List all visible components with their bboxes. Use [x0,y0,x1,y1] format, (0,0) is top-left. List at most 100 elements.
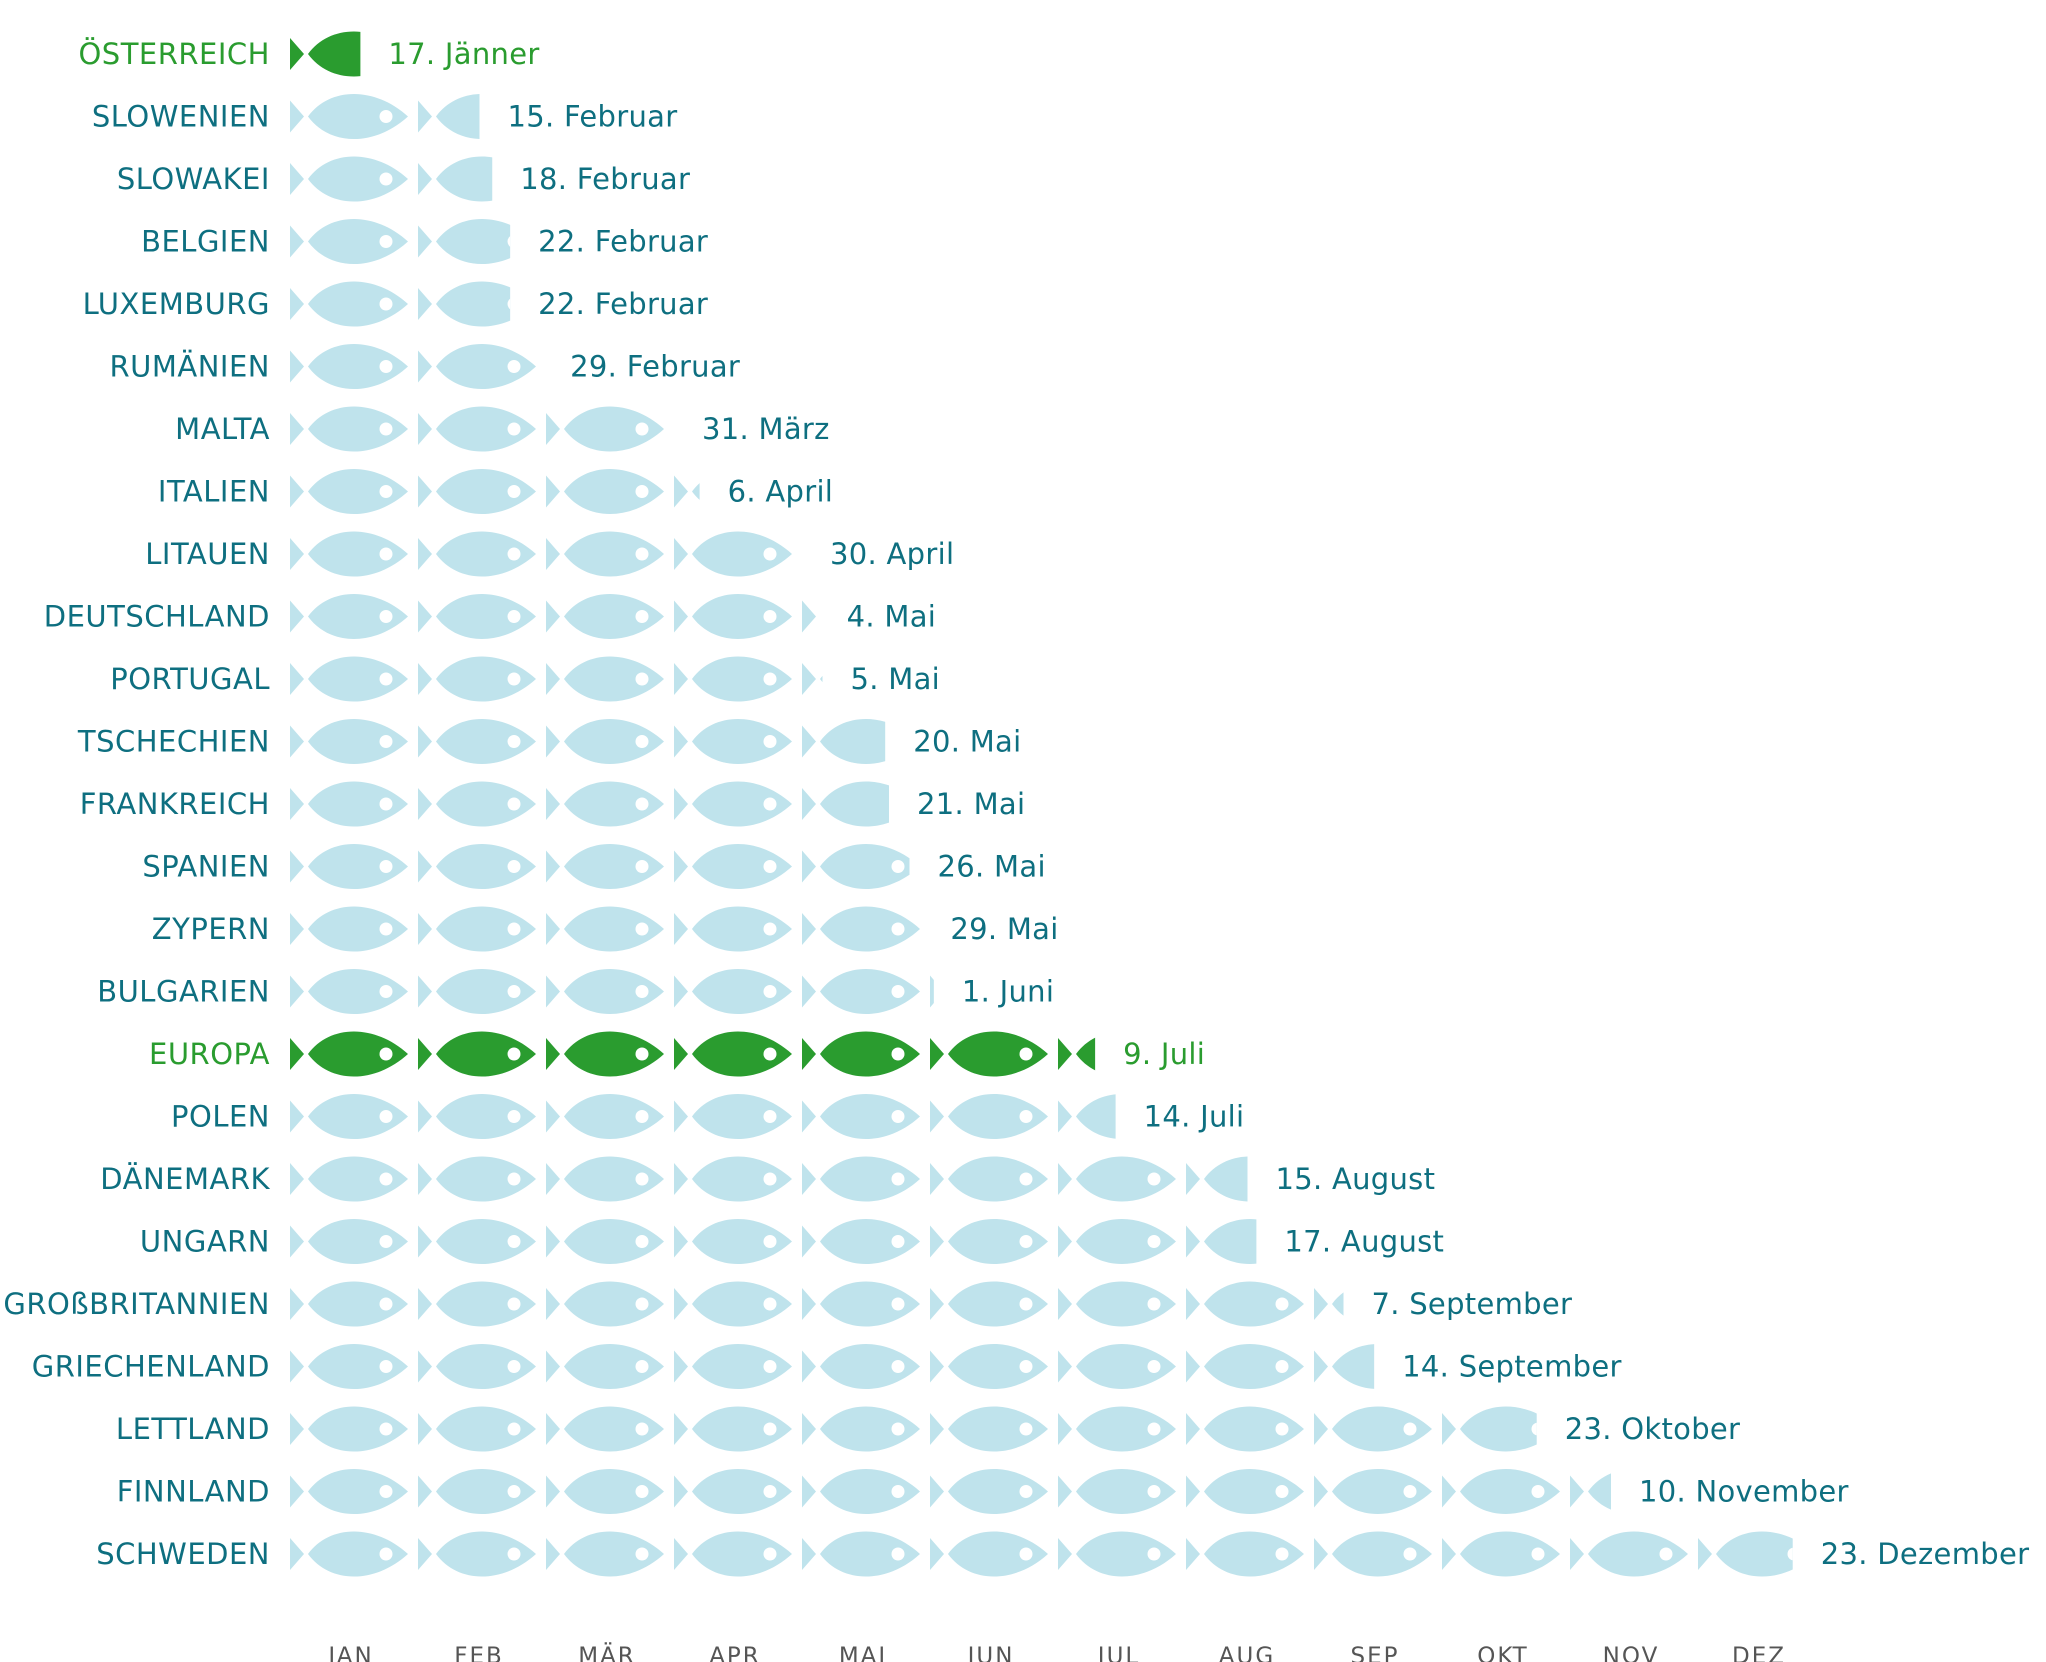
fish-icon [674,906,792,952]
chart-row: TSCHECHIEN 20. Mai [77,719,1021,764]
country-label: DEUTSCHLAND [44,600,270,634]
fish-icon [674,1406,792,1452]
date-label: 6. April [728,475,834,509]
chart-row: LUXEMBURG 22. Februar [83,281,708,327]
country-label: SLOWAKEI [117,162,270,196]
fish-icon [802,781,890,827]
country-label: DÄNEMARK [100,1162,270,1196]
fish-icon [290,844,408,889]
month-tick-label: APR [709,1644,761,1662]
country-label: SCHWEDEN [96,1537,270,1571]
fish-icon [418,719,536,764]
fish-icon [802,600,816,633]
chart-row: LITAUEN 30. April [145,531,954,577]
fish-icon [674,1344,792,1389]
fish-icon [290,1344,408,1389]
fish-icon [1186,1531,1304,1577]
fish-icon [802,1406,920,1452]
date-label: 9. Juli [1123,1037,1205,1071]
fish-icon [418,1094,536,1139]
fish-bar [290,1469,1611,1514]
fish-icon [674,1281,792,1327]
country-label: ITALIEN [158,475,270,509]
fish-icon [1314,1469,1432,1514]
chart-row: EUROPA 9. Juli [149,1031,1205,1077]
chart-row: FINNLAND 10. November [117,1469,1848,1514]
fish-icon [674,1531,792,1577]
fish-icon [418,281,511,327]
fish-icon [1058,1156,1176,1202]
fish-icon [1058,1094,1116,1139]
date-label: 30. April [830,537,954,571]
fish-icon [802,906,920,952]
fish-icon [674,1156,792,1202]
fish-icon [802,663,823,695]
fish-icon [290,156,408,202]
fish-bar [290,906,920,952]
chart-row: GROßBRITANNIEN 7. September [3,1281,1572,1327]
month-tick-label: OKT [1477,1644,1528,1662]
month-tick-label: MAI [839,1644,887,1662]
fish-icon [802,1531,920,1577]
fish-icon [290,406,408,452]
fish-icon [418,219,511,264]
fish-icon [418,594,536,639]
fish-icon [1058,1281,1176,1327]
month-tick-label: NOV [1603,1644,1660,1662]
fish-icon [290,1281,408,1327]
date-label: 14. Juli [1144,1100,1245,1134]
country-label: GRIECHENLAND [32,1350,270,1384]
chart-row: MALTA 31. März [175,406,829,452]
fish-bar [290,406,664,452]
fish-icon [290,781,408,827]
chart-row: GRIECHENLAND 14. September [32,1344,1621,1389]
chart-row: SCHWEDEN 23. Dezember [96,1531,2029,1577]
fish-icon [1058,1469,1176,1514]
fish-icon [1186,1469,1304,1514]
fish-icon [290,31,361,77]
fish-icon [290,1156,408,1202]
date-label: 29. Februar [570,350,740,384]
fish-icon [418,1531,536,1577]
fish-icon [1186,1156,1248,1202]
fish-icon [674,719,792,764]
country-label: SPANIEN [142,850,270,884]
fish-bar [290,719,886,764]
fish-icon [418,156,493,202]
fish-icon [802,719,886,764]
fish-bar [290,656,823,702]
country-label: TSCHECHIEN [77,725,270,759]
fish-icon [418,656,536,702]
date-label: 23. Oktober [1565,1412,1741,1446]
chart-row: ÖSTERREICH 17. Jänner [78,31,539,77]
fish-icon [546,781,664,827]
country-label: LUXEMBURG [83,287,270,321]
fish-icon [418,1469,536,1514]
fish-icon [1314,1288,1344,1320]
fish-icon [930,1281,1048,1327]
fish-icon [546,469,664,514]
fish-icon [418,781,536,827]
fish-icon [1058,1344,1176,1389]
fish-icon [418,406,536,452]
fish-icon [674,594,792,639]
fish-icon [930,975,934,1008]
date-label: 15. Februar [507,100,677,134]
date-label: 4. Mai [847,600,937,634]
date-label: 5. Mai [850,662,940,696]
month-tick-label: MÄR [578,1642,636,1662]
fish-icon [1442,1406,1537,1452]
fish-icon [546,1031,664,1077]
fish-bar [290,1531,1793,1577]
fish-icon [802,1031,920,1077]
fish-icon [418,344,536,389]
fish-icon [418,1031,536,1077]
date-label: 18. Februar [520,162,690,196]
fish-icon [1058,1531,1176,1577]
month-tick-label: JAN [326,1644,373,1662]
chart-row: BULGARIEN 1. Juni [97,969,1054,1014]
fish-icon [1186,1406,1304,1452]
fish-bar [290,531,792,577]
fish-icon [1314,1531,1432,1577]
chart-row: POLEN 14. Juli [171,1094,1244,1139]
